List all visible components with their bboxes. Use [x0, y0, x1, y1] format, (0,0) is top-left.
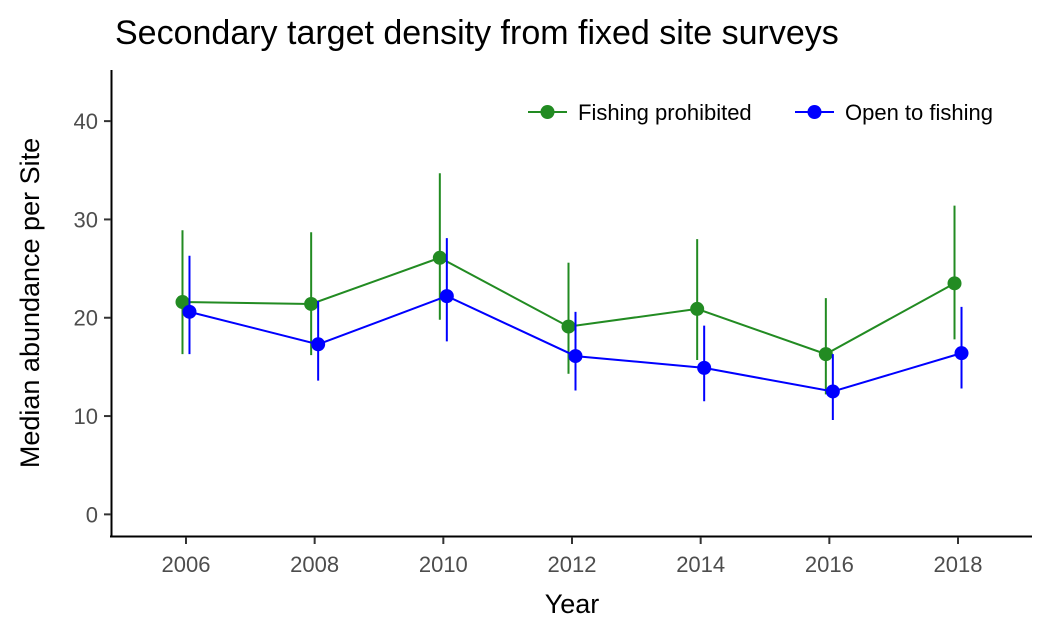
- data-point-open-to-fishing: [825, 384, 840, 399]
- y-tick-label: 30: [74, 207, 98, 232]
- x-tick-label: 2016: [805, 552, 854, 577]
- data-point-fishing-prohibited: [690, 301, 705, 316]
- data-point-fishing-prohibited: [432, 250, 447, 265]
- y-tick-label: 10: [74, 404, 98, 429]
- y-tick-label: 20: [74, 306, 98, 331]
- data-point-open-to-fishing: [697, 360, 712, 375]
- y-tick-label: 0: [86, 502, 98, 527]
- x-tick-label: 2006: [162, 552, 211, 577]
- x-axis-title: Year: [545, 589, 600, 619]
- legend-label-fishing-prohibited: Fishing prohibited: [578, 100, 752, 125]
- data-point-fishing-prohibited: [818, 347, 833, 362]
- data-point-open-to-fishing: [954, 346, 969, 361]
- x-tick-label: 2014: [676, 552, 725, 577]
- chart-title: Secondary target density from fixed site…: [115, 14, 839, 52]
- data-point-open-to-fishing: [439, 289, 454, 304]
- data-point-fishing-prohibited: [304, 296, 319, 311]
- plot-area: [175, 173, 969, 420]
- data-point-open-to-fishing: [311, 337, 326, 352]
- y-tick-label: 40: [74, 109, 98, 134]
- y-axis-ticks: 0 10 20 30 40: [74, 109, 111, 527]
- legend-item-fishing-prohibited: Fishing prohibited: [528, 100, 752, 125]
- x-axis-ticks: 2006 2008 2010 2012 2014 2016 2018: [162, 537, 983, 577]
- legend: Fishing prohibited Open to fishing: [528, 100, 993, 125]
- y-axis-title: Median abundance per Site: [15, 138, 45, 468]
- legend-item-open-to-fishing: Open to fishing: [795, 100, 993, 125]
- x-tick-label: 2010: [419, 552, 468, 577]
- legend-marker-open-to-fishing: [807, 105, 822, 119]
- data-point-fishing-prohibited: [175, 295, 190, 310]
- data-point-fishing-prohibited: [947, 276, 962, 291]
- x-tick-label: 2008: [290, 552, 339, 577]
- legend-marker-fishing-prohibited: [540, 105, 555, 119]
- x-tick-label: 2018: [934, 552, 983, 577]
- data-point-open-to-fishing: [568, 349, 583, 364]
- series-open-to-fishing: [182, 238, 969, 420]
- data-point-open-to-fishing: [182, 304, 197, 319]
- series-fishing-prohibited: [175, 173, 962, 395]
- legend-label-open-to-fishing: Open to fishing: [845, 100, 993, 125]
- x-tick-label: 2012: [548, 552, 597, 577]
- data-point-fishing-prohibited: [561, 319, 576, 334]
